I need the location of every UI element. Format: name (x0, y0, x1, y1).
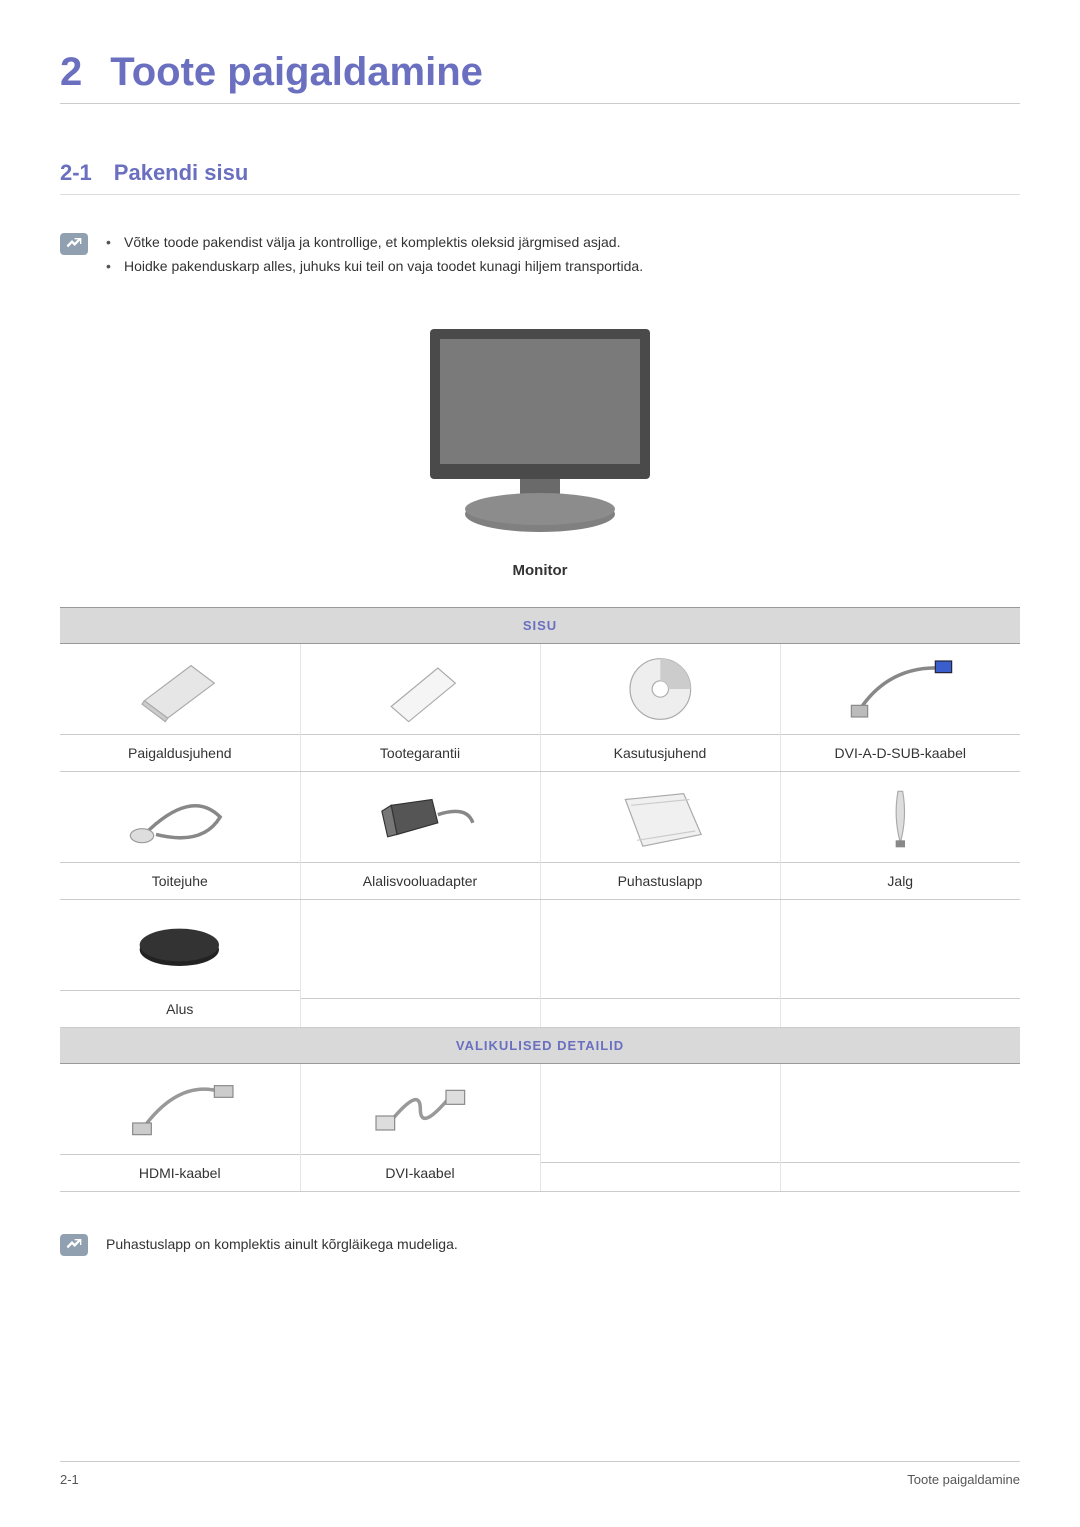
monitor-caption: Monitor (60, 562, 1020, 579)
cell-label (541, 1162, 780, 1183)
intro-note-block: Võtke toode pakendist välja ja kontrolli… (60, 231, 1020, 279)
footer-right: Toote paigaldamine (907, 1472, 1020, 1487)
table-row: Toitejuhe Alalisvooluadapter Puhastuslap… (60, 771, 1020, 899)
empty-cell (781, 908, 1021, 998)
table-row: HDMI-kaabel DVI-kaabel (60, 1063, 1020, 1191)
note-icon (60, 233, 88, 255)
monitor-illustration (410, 319, 670, 549)
warranty-icon (301, 644, 540, 734)
empty-cell (541, 1072, 780, 1162)
section-title: Pakendi sisu (114, 160, 249, 186)
chapter-number: 2 (60, 50, 82, 95)
cell-label: Alalisvooluadapter (301, 862, 540, 899)
intro-note-item: Hoidke pakenduskarp alles, juhuks kui te… (106, 255, 643, 279)
cell-label: Jalg (781, 862, 1021, 899)
footnote-block: Puhastuslapp on komplektis ainult kõrglä… (60, 1232, 1020, 1256)
section-heading: 2-1 Pakendi sisu (60, 160, 1020, 195)
contents-table: SISU Paigaldusjuhend Tootegarantii Kasut… (60, 607, 1020, 1192)
note-icon (60, 1234, 88, 1256)
table-row: Alus (60, 899, 1020, 1027)
table-section-header-sisu: SISU (60, 607, 1020, 643)
table-section-header-optional: VALIKULISED DETAILID (60, 1027, 1020, 1063)
empty-cell (781, 1072, 1021, 1162)
manual-cd-icon (541, 644, 780, 734)
empty-cell (541, 908, 780, 998)
cell-label (301, 998, 540, 1019)
dvi-dsub-cable-icon (781, 644, 1021, 734)
footer-left: 2-1 (60, 1472, 79, 1487)
cell-label: Toitejuhe (60, 862, 300, 899)
cell-label: DVI-A-D-SUB-kaabel (781, 734, 1021, 771)
cell-label: Puhastuslapp (541, 862, 780, 899)
table-row: Paigaldusjuhend Tootegarantii Kasutusjuh… (60, 643, 1020, 771)
install-guide-icon (60, 644, 300, 734)
chapter-title: Toote paigaldamine (110, 50, 483, 95)
footnote-text: Puhastuslapp on komplektis ainult kõrglä… (106, 1236, 458, 1252)
dvi-cable-icon (301, 1064, 540, 1154)
empty-cell (301, 908, 540, 998)
monitor-figure: Monitor (60, 319, 1020, 579)
cell-label: Paigaldusjuhend (60, 734, 300, 771)
intro-note-item: Võtke toode pakendist välja ja kontrolli… (106, 231, 643, 255)
section-number: 2-1 (60, 160, 92, 186)
cell-label (541, 998, 780, 1019)
dc-adapter-icon (301, 772, 540, 862)
intro-note-list: Võtke toode pakendist välja ja kontrolli… (106, 231, 643, 279)
page-footer: 2-1 Toote paigaldamine (60, 1461, 1020, 1487)
stand-neck-icon (781, 772, 1021, 862)
cleaning-cloth-icon (541, 772, 780, 862)
cell-label: Alus (60, 990, 300, 1027)
cell-label: Tootegarantii (301, 734, 540, 771)
stand-base-icon (60, 900, 300, 990)
power-cord-icon (60, 772, 300, 862)
cell-label (781, 1162, 1021, 1183)
cell-label: HDMI-kaabel (60, 1154, 300, 1191)
cell-label: Kasutusjuhend (541, 734, 780, 771)
cell-label (781, 998, 1021, 1019)
chapter-heading: 2 Toote paigaldamine (60, 50, 1020, 104)
hdmi-cable-icon (60, 1064, 300, 1154)
cell-label: DVI-kaabel (301, 1154, 540, 1191)
